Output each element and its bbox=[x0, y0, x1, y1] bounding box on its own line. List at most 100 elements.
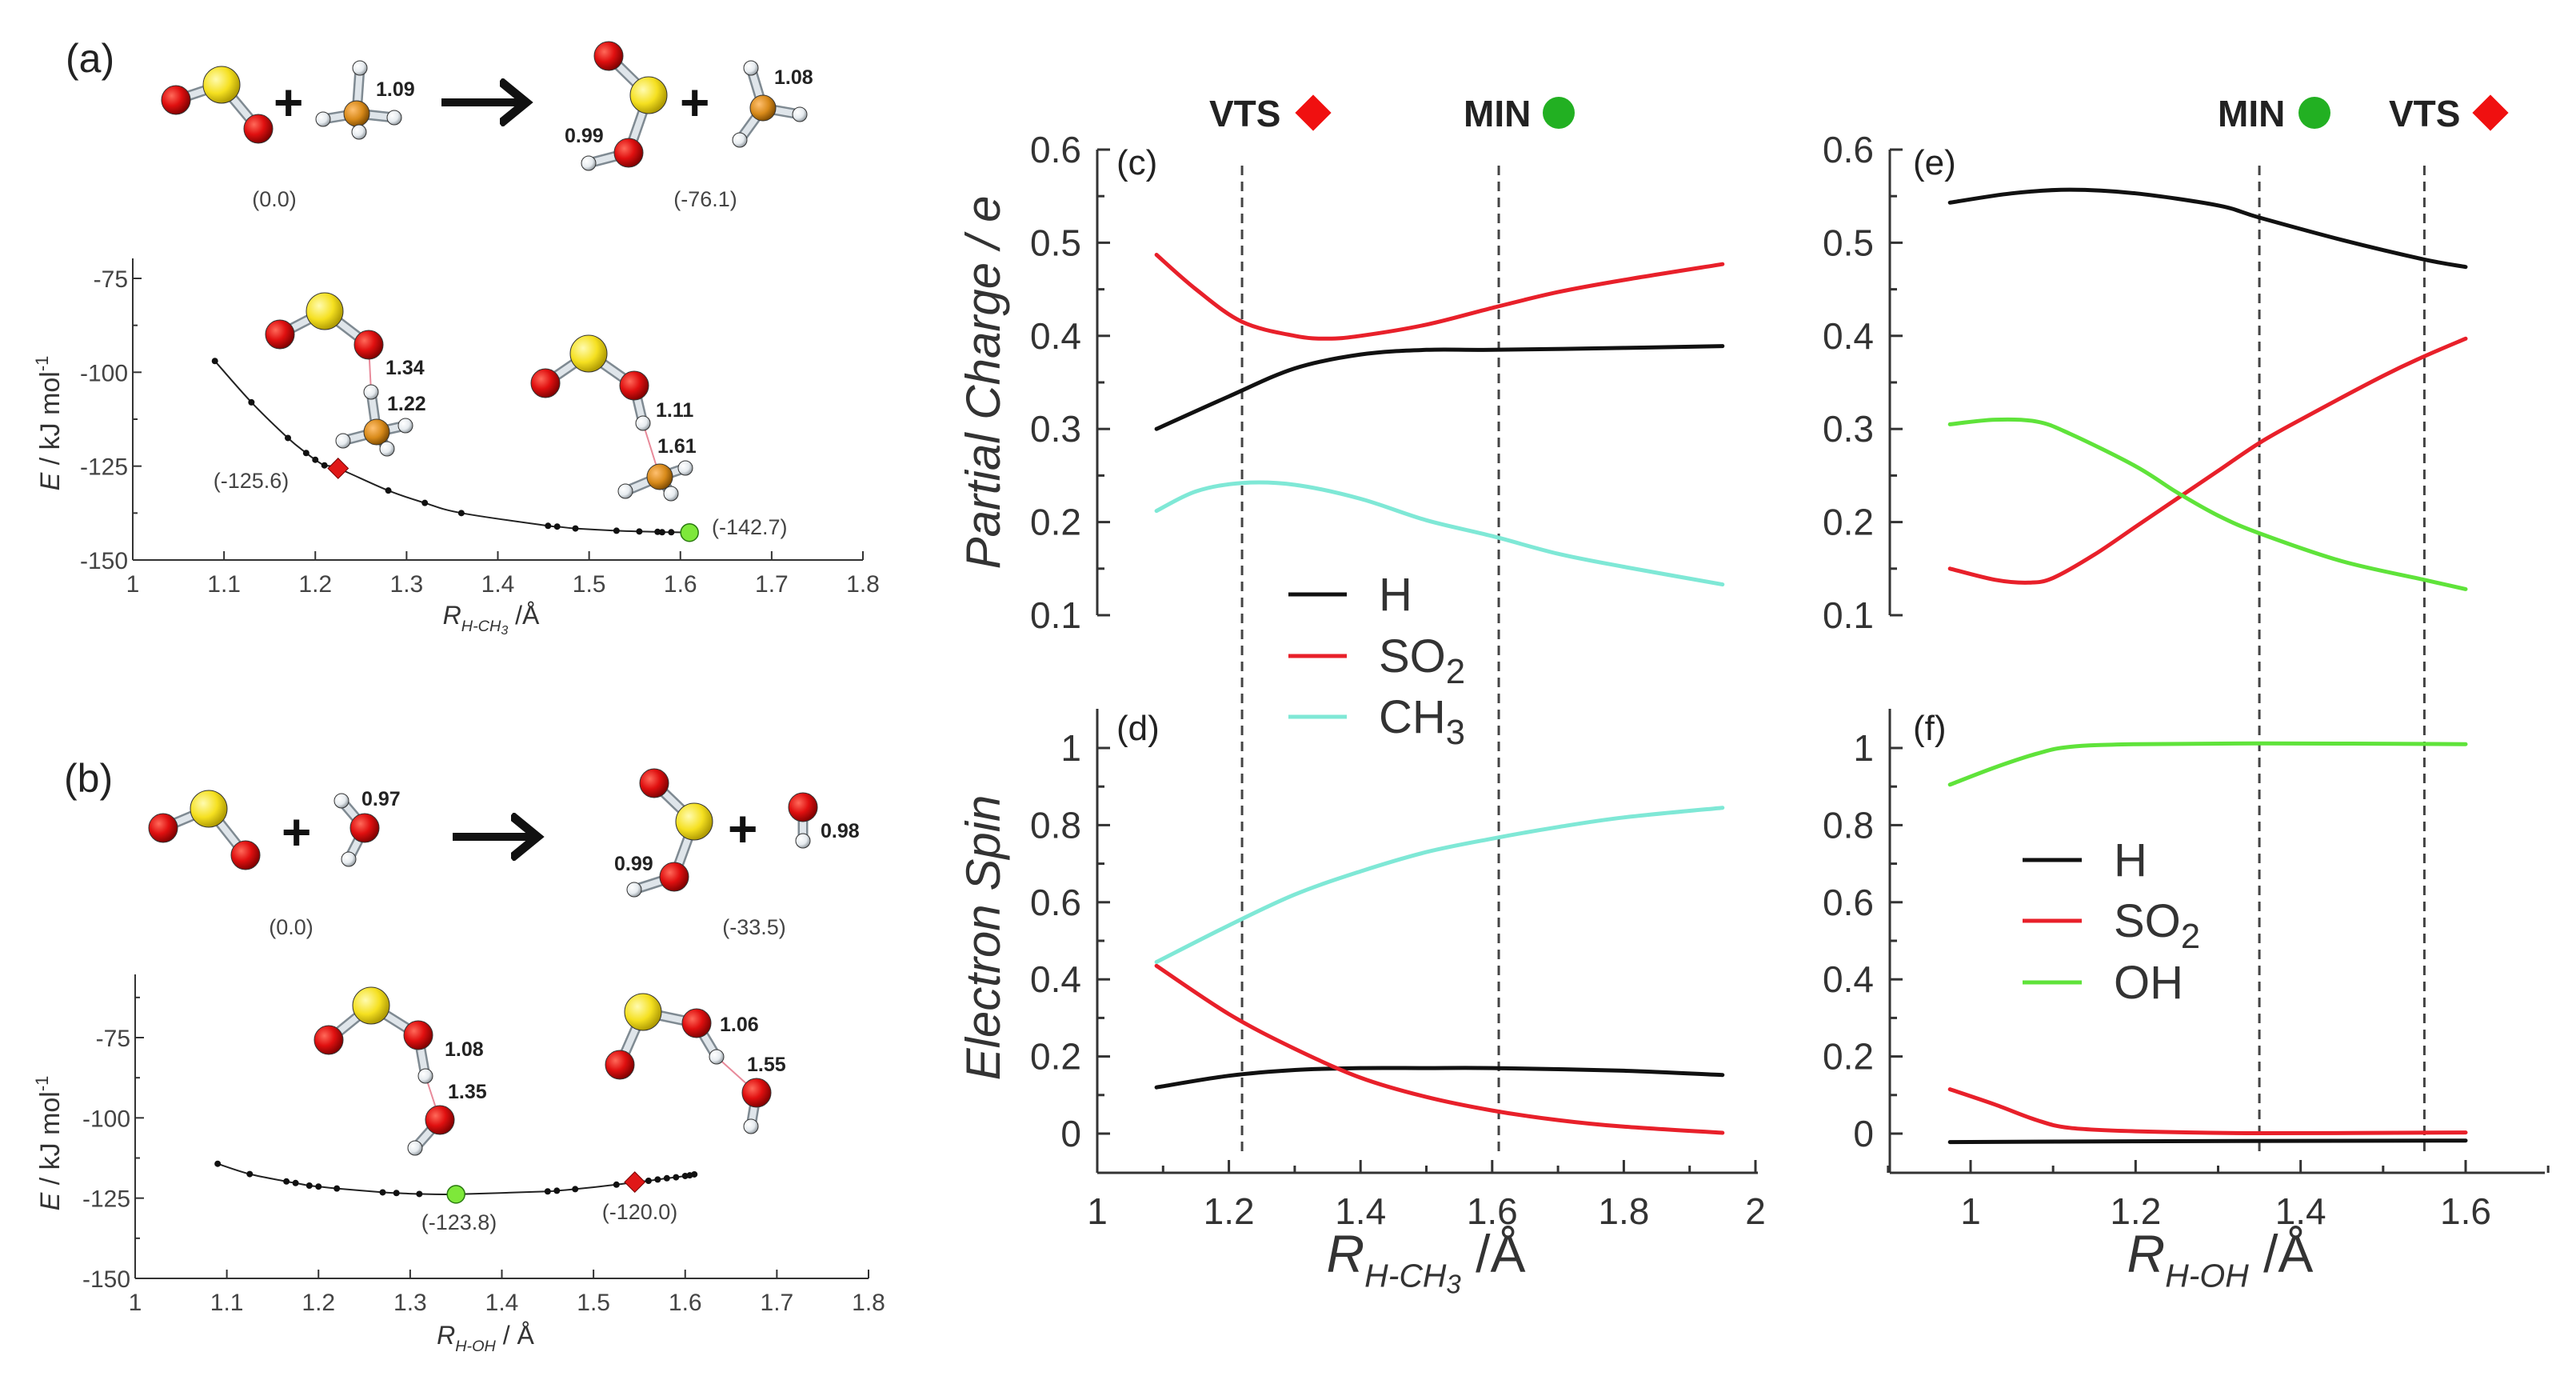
y-tick-label: 0.8 bbox=[1823, 804, 1874, 846]
min-circle-icon bbox=[2298, 97, 2330, 129]
x-tick-label: 1.8 bbox=[852, 1290, 885, 1316]
x-tick-label: 1.2 bbox=[2110, 1190, 2161, 1232]
y-tick-label: 0.5 bbox=[1823, 222, 1874, 263]
min-marker-label: MIN bbox=[2218, 93, 2285, 134]
min-bond-length-label: 1.11 bbox=[656, 399, 693, 422]
oxygen-atom bbox=[148, 813, 178, 843]
series-line-h bbox=[1154, 344, 1725, 431]
hoso-product-a bbox=[581, 41, 668, 171]
x-tick-label: 1 bbox=[1960, 1190, 1981, 1232]
methane-reactant-a bbox=[315, 60, 402, 140]
hydrogen-atom bbox=[743, 1118, 759, 1134]
x-tick-label: 1 bbox=[1087, 1190, 1108, 1232]
data-point bbox=[613, 1181, 620, 1188]
legend-item-h: H bbox=[2023, 834, 2147, 886]
vts-diamond-icon bbox=[2472, 94, 2509, 131]
data-point bbox=[613, 527, 620, 534]
marker-energy-label: (-125.6) bbox=[214, 469, 290, 493]
x-axis-title: RH-CH3 /Å bbox=[1327, 1224, 1526, 1298]
y-tick-label: 0.3 bbox=[1823, 408, 1874, 450]
y-tick-label: -125 bbox=[82, 1186, 130, 1213]
oxygen-atom bbox=[681, 1008, 712, 1038]
data-point bbox=[645, 1177, 652, 1184]
min-marker-label: MIN bbox=[1464, 93, 1531, 134]
data-point bbox=[385, 487, 392, 494]
hydrogen-atom bbox=[341, 851, 357, 867]
y-tick-label: -100 bbox=[80, 360, 128, 386]
data-point bbox=[379, 1189, 386, 1196]
x-tick-label: 1.3 bbox=[390, 571, 424, 598]
x-tick-label: 1.7 bbox=[755, 571, 789, 598]
oxygen-atom bbox=[741, 1078, 772, 1108]
y-tick-label: 0.2 bbox=[1823, 502, 1874, 543]
data-point bbox=[572, 525, 579, 532]
min-bond-length-label: 1.35 bbox=[448, 1081, 487, 1103]
legend-item-so2: SO2 bbox=[1288, 630, 1465, 691]
data-point bbox=[248, 398, 255, 406]
y-tick-label: 0.5 bbox=[1030, 222, 1081, 263]
methyl-product-a bbox=[732, 60, 808, 148]
x-tick-label: 1.4 bbox=[481, 571, 515, 598]
y-axis-title: Partial Charge / e bbox=[957, 196, 1010, 570]
product-energy-label: (-33.5) bbox=[722, 915, 786, 939]
x-tick-label: 1.6 bbox=[1467, 1190, 1518, 1232]
oxygen-atom bbox=[613, 138, 644, 168]
x-tick-label: 1.8 bbox=[1598, 1190, 1649, 1232]
hydrogen-atom bbox=[617, 483, 633, 499]
series-line-so2 bbox=[1947, 1087, 2468, 1136]
legend-item-so2: SO2 bbox=[2023, 895, 2200, 956]
sulfur-atom bbox=[352, 986, 390, 1025]
data-point bbox=[658, 529, 665, 536]
x-tick-label: 1 bbox=[126, 571, 140, 598]
series-line-ch3 bbox=[1154, 806, 1725, 964]
marker-legend-ef: MIN VTS bbox=[2218, 93, 2509, 134]
data-point bbox=[421, 499, 429, 506]
hydrogen-atom bbox=[732, 132, 748, 148]
data-point bbox=[246, 1170, 254, 1178]
hydrogen-atom bbox=[407, 1140, 423, 1156]
x-tick-label: 1.1 bbox=[210, 1290, 244, 1316]
vts-marker-diamond-icon bbox=[624, 1171, 646, 1194]
vts-marker-diamond-icon bbox=[327, 458, 349, 479]
legend-item-oh: OH bbox=[2023, 957, 2183, 1009]
plus-sign: + bbox=[274, 74, 303, 131]
vts-bond-length-label: 1.06 bbox=[720, 1014, 759, 1036]
chart-panel-d: 0 0.2 0.4 0.6 0.8 1 1 1.2 1.4 1.6 1.8 2 RH-CH3 /Å Ele… bbox=[957, 709, 1766, 1298]
series-line-h bbox=[1947, 1138, 2468, 1145]
carbon-atom bbox=[749, 94, 777, 122]
legend-label: CH3 bbox=[1379, 691, 1465, 752]
sulfur-atom bbox=[569, 334, 608, 373]
y-tick-label: -75 bbox=[96, 1026, 130, 1052]
data-point bbox=[457, 510, 465, 517]
x-tick-label: 1.2 bbox=[1204, 1190, 1255, 1232]
data-point bbox=[553, 523, 561, 530]
oxygen-atom bbox=[243, 114, 274, 144]
y-tick-label: 0.6 bbox=[1823, 129, 1874, 170]
hydrogen-atom bbox=[663, 486, 679, 502]
y-tick-label: 0.6 bbox=[1030, 129, 1081, 170]
product-energy-label: (-76.1) bbox=[673, 187, 737, 211]
vts-marker-label: VTS bbox=[2389, 93, 2460, 134]
x-tick-label: 1.6 bbox=[664, 571, 697, 598]
data-point bbox=[283, 1178, 290, 1185]
y-tick-label: -150 bbox=[80, 548, 128, 574]
hydrogen-atom bbox=[677, 460, 693, 476]
reaction-scheme-b: (b) + 0.97 0.99 + 0.98 (0.0) (-33.5) bbox=[64, 756, 860, 939]
charts: -150 -125 -100 -75 1 1.1 1.2 1.3 1.4 1.5 1.6 1.7 1.8… bbox=[32, 129, 2550, 1355]
vts-complex-a bbox=[265, 292, 413, 457]
x-tick-label: 1.5 bbox=[577, 1290, 610, 1316]
series-line-oh bbox=[1947, 417, 2468, 591]
oxygen-atom bbox=[161, 85, 191, 115]
chart-panel-e: 0.1 0.2 0.3 0.4 0.5 0.6 bbox=[1823, 129, 2468, 1154]
oxygen-atom bbox=[349, 813, 380, 843]
panel-label-c: (c) bbox=[1116, 143, 1157, 182]
bond-length-label: 1.09 bbox=[376, 78, 415, 101]
bond-length-label: 1.08 bbox=[774, 66, 813, 89]
series-line-ch3 bbox=[1154, 480, 1725, 587]
water-reactant-b bbox=[333, 793, 380, 867]
hydrogen-atom bbox=[635, 415, 651, 431]
y-tick-label: 0 bbox=[1853, 1113, 1874, 1154]
reactant-energy-label: (0.0) bbox=[269, 915, 314, 939]
hydrogen-atom bbox=[351, 124, 367, 140]
